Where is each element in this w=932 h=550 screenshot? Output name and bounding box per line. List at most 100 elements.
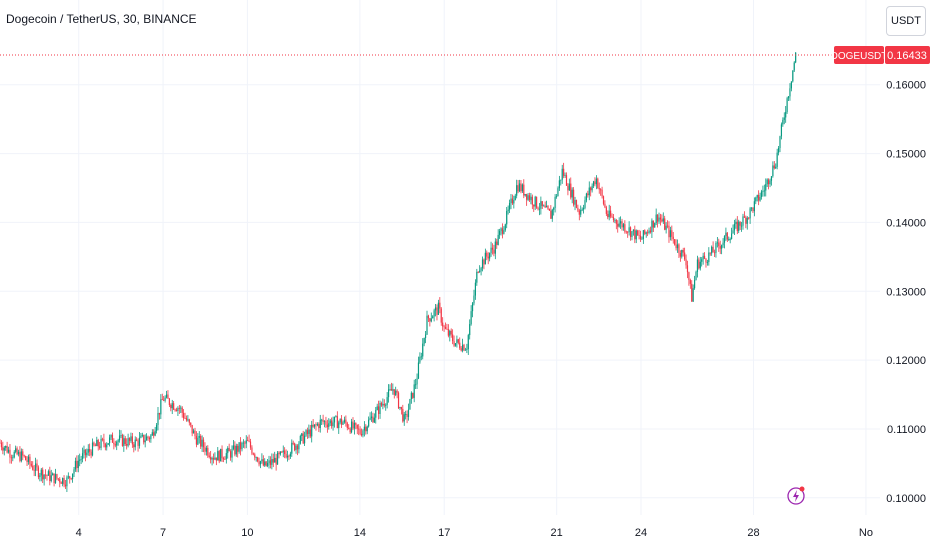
candle-body: [368, 419, 370, 427]
candle-body: [25, 456, 27, 461]
candle-body: [575, 200, 578, 208]
candle-body: [726, 232, 728, 240]
lightning-icon[interactable]: [787, 486, 805, 505]
candle-body: [338, 422, 340, 429]
candle-body: [117, 440, 119, 442]
candle-body: [429, 318, 431, 322]
candle-body: [621, 221, 623, 228]
candle-body: [173, 403, 175, 410]
candle-body: [486, 252, 488, 257]
candle-body: [74, 460, 77, 470]
candle-body: [271, 459, 273, 465]
candle-body: [464, 349, 467, 351]
candle-body: [769, 180, 771, 185]
candle-body: [294, 443, 296, 451]
candle-body: [362, 430, 364, 436]
candle-body: [33, 469, 35, 471]
candle-body: [733, 223, 736, 231]
candle-body: [632, 229, 634, 232]
candle-body: [5, 445, 7, 448]
candle-body: [165, 394, 168, 398]
candle-body: [120, 435, 122, 436]
candle-body: [573, 189, 575, 205]
candle-body: [133, 444, 135, 448]
candle-body: [227, 448, 229, 454]
candle-body: [581, 209, 583, 211]
symbol-tag: [834, 45, 884, 64]
candle-body: [437, 302, 439, 315]
candle-body: [3, 447, 5, 451]
currency-unit-button[interactable]: USDT: [886, 6, 926, 36]
candle-body: [308, 429, 310, 434]
candle-body: [558, 180, 560, 189]
candle-body: [513, 200, 515, 204]
candle-body: [759, 197, 761, 201]
candle-body: [551, 209, 553, 219]
candle-body: [743, 216, 746, 218]
candle-body: [397, 392, 400, 409]
candle-body: [235, 445, 237, 455]
candle-body: [123, 438, 125, 446]
candle-body: [339, 418, 341, 423]
candle-body: [118, 435, 121, 441]
candle-body: [369, 418, 371, 420]
candle-body: [407, 409, 410, 417]
candle-body: [659, 217, 662, 220]
candle-body: [489, 253, 491, 259]
candle-body: [706, 262, 709, 263]
candle-body: [147, 436, 149, 438]
candle-body: [766, 179, 768, 185]
candle-body: [708, 252, 710, 263]
candle-body: [405, 414, 407, 415]
candle-body: [16, 448, 18, 455]
candle-body: [668, 225, 670, 238]
candle-body: [792, 70, 794, 82]
candle-body: [628, 227, 630, 233]
candle-body: [713, 252, 716, 254]
candle-body: [645, 232, 647, 234]
candle-body: [197, 437, 199, 445]
candle-body: [93, 442, 95, 446]
candle-body: [779, 136, 781, 149]
candle-body: [739, 221, 741, 226]
candle-body: [249, 441, 252, 448]
candle-body: [568, 183, 570, 191]
candle-body: [419, 356, 421, 363]
candle-body: [313, 424, 316, 427]
candle-body: [585, 193, 588, 201]
candle-body: [712, 246, 714, 253]
candle-body: [10, 457, 12, 459]
candle-body: [577, 207, 579, 211]
candle-body: [601, 189, 603, 197]
candle-body: [528, 195, 531, 201]
candle-body: [446, 328, 448, 330]
candle-body: [611, 216, 613, 218]
candle-body: [563, 168, 565, 176]
candle-body: [303, 435, 306, 444]
candle-body: [543, 205, 545, 207]
candle-body: [545, 206, 548, 208]
candle-body: [760, 191, 763, 198]
candle-body: [168, 398, 170, 405]
candle-body: [184, 418, 186, 419]
candle-body: [548, 208, 551, 211]
candle-body: [607, 213, 609, 218]
candle-body: [662, 218, 664, 222]
y-tick-label: 0.11000: [887, 424, 926, 436]
candle-body: [238, 442, 240, 452]
candle-body: [380, 403, 383, 406]
candle-body: [36, 463, 38, 468]
candle-body: [553, 207, 555, 210]
candle-body: [305, 430, 307, 436]
candle-body: [749, 208, 751, 219]
candle-body: [358, 428, 360, 430]
candle-body: [678, 244, 680, 254]
candle-body: [180, 407, 182, 409]
y-tick-label: 0.12000: [886, 355, 926, 367]
candle-body: [763, 190, 765, 192]
candle-body: [46, 475, 48, 477]
candle-body: [325, 421, 327, 425]
candle-body: [222, 458, 225, 460]
candle-body: [221, 448, 223, 459]
